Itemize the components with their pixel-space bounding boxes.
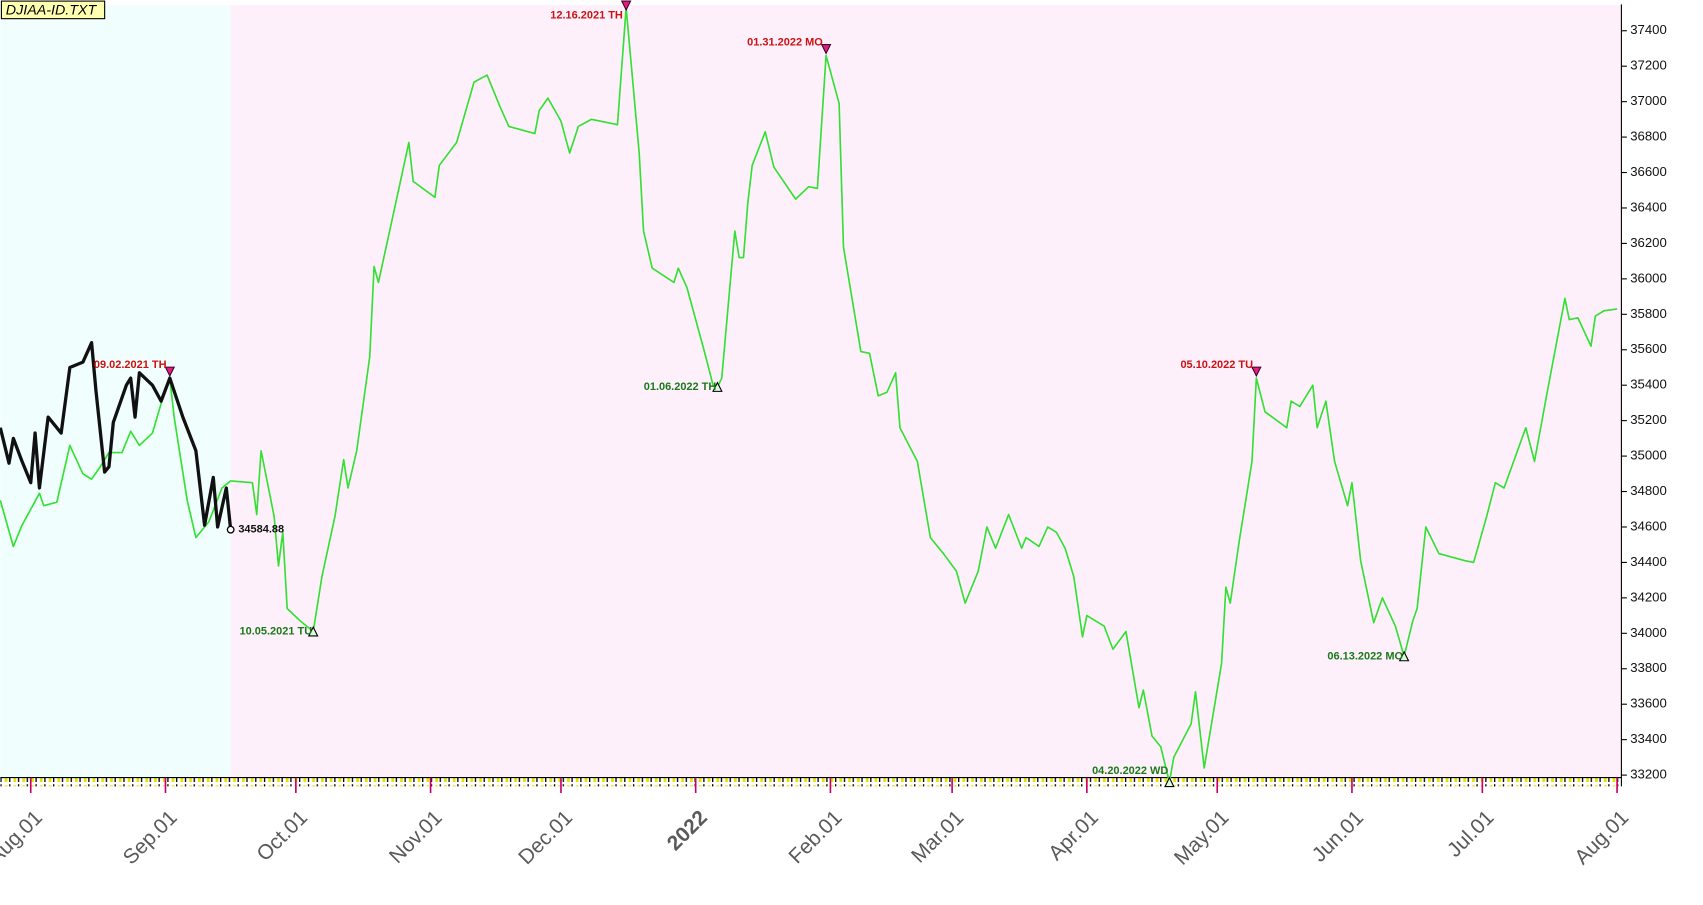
- low-marker: [1398, 650, 1410, 662]
- y-tick-label: 33400: [1630, 731, 1667, 746]
- end-point: [226, 525, 235, 534]
- x-tick-label: Apr.01: [1044, 806, 1103, 865]
- plot: 34584.88 09.02.2021 TH 10.05.2021 TU 12.16.…: [0, 0, 1618, 788]
- annotation-label: 04.20.2022 WD: [1092, 765, 1168, 777]
- y-tick-label: 35400: [1630, 377, 1667, 392]
- annotation-label: 01.31.2022 MO: [747, 36, 823, 48]
- annotation-label: 12.16.2021 TH: [550, 9, 623, 21]
- y-tick-label: 34800: [1630, 483, 1667, 498]
- annotation-label: 01.06.2022 TH: [644, 381, 717, 393]
- y-tick-label: 34000: [1630, 625, 1667, 640]
- shaded-region: [230, 5, 1622, 778]
- annotation-label: 06.13.2022 MO: [1327, 650, 1403, 662]
- annotation-label: 05.10.2022 TU: [1180, 359, 1253, 371]
- y-tick-label: 35600: [1630, 341, 1667, 356]
- x-tick-label: Jul.01: [1443, 806, 1499, 862]
- y-tick-label: 36200: [1630, 235, 1667, 250]
- chart-title: DJIAA-ID.TXT: [6, 3, 98, 19]
- x-tick-label: Oct.01: [252, 806, 312, 866]
- x-tick-label: Feb.01: [784, 806, 846, 868]
- x-tick-label: Jun.01: [1308, 806, 1369, 867]
- low-marker: [307, 625, 319, 637]
- x-tick-label: Mar.01: [907, 806, 968, 867]
- y-tick-label: 34600: [1630, 518, 1667, 533]
- high-marker: [820, 44, 832, 55]
- y-tick-label: 36000: [1630, 270, 1667, 285]
- background: [0, 5, 1622, 778]
- x-tick-label: 2022: [663, 806, 712, 855]
- series-line: [0, 341, 233, 530]
- x-tick-label: May.01: [1170, 806, 1234, 870]
- y-tick-label: 35800: [1630, 306, 1667, 321]
- x-tick-label: Nov.01: [385, 806, 447, 868]
- y-tick-label: 34400: [1630, 554, 1667, 569]
- y-tick-label: 33800: [1630, 660, 1667, 675]
- date-ruler: [0, 777, 1622, 787]
- low-marker: [712, 381, 723, 392]
- high-marker: [164, 366, 176, 378]
- y-tick-label: 37200: [1630, 58, 1667, 73]
- x-tick-label: Dec.01: [514, 806, 577, 869]
- annotation-label: 09.02.2021 TH: [94, 359, 167, 371]
- y-tick-label: 35200: [1630, 412, 1667, 427]
- y-tick-label: 36800: [1630, 129, 1667, 144]
- end-value-label: 34584.88: [238, 524, 284, 536]
- annotation-label: 10.05.2021 TU: [240, 625, 313, 637]
- y-tick-label: 35000: [1630, 448, 1667, 463]
- y-tick-label: 37400: [1630, 22, 1667, 37]
- series-line: [0, 6, 1618, 784]
- title-box: [0, 0, 106, 20]
- x-tick-label: Sep.01: [119, 806, 182, 869]
- y-tick-label: 36600: [1630, 164, 1667, 179]
- y-tick-label: 33200: [1630, 767, 1667, 782]
- y-tick-label: 34200: [1630, 589, 1667, 604]
- x-tick-label: Aug.01: [0, 806, 47, 869]
- x-tick-label: Aug.01: [1570, 806, 1633, 869]
- y-tick-label: 36400: [1630, 199, 1667, 214]
- y-tick-label: 37000: [1630, 93, 1667, 108]
- shaded-region: [0, 5, 231, 778]
- low-marker: [1164, 776, 1175, 788]
- y-tick-label: 33600: [1630, 696, 1667, 711]
- high-marker: [1251, 366, 1262, 378]
- high-marker: [620, 0, 632, 12]
